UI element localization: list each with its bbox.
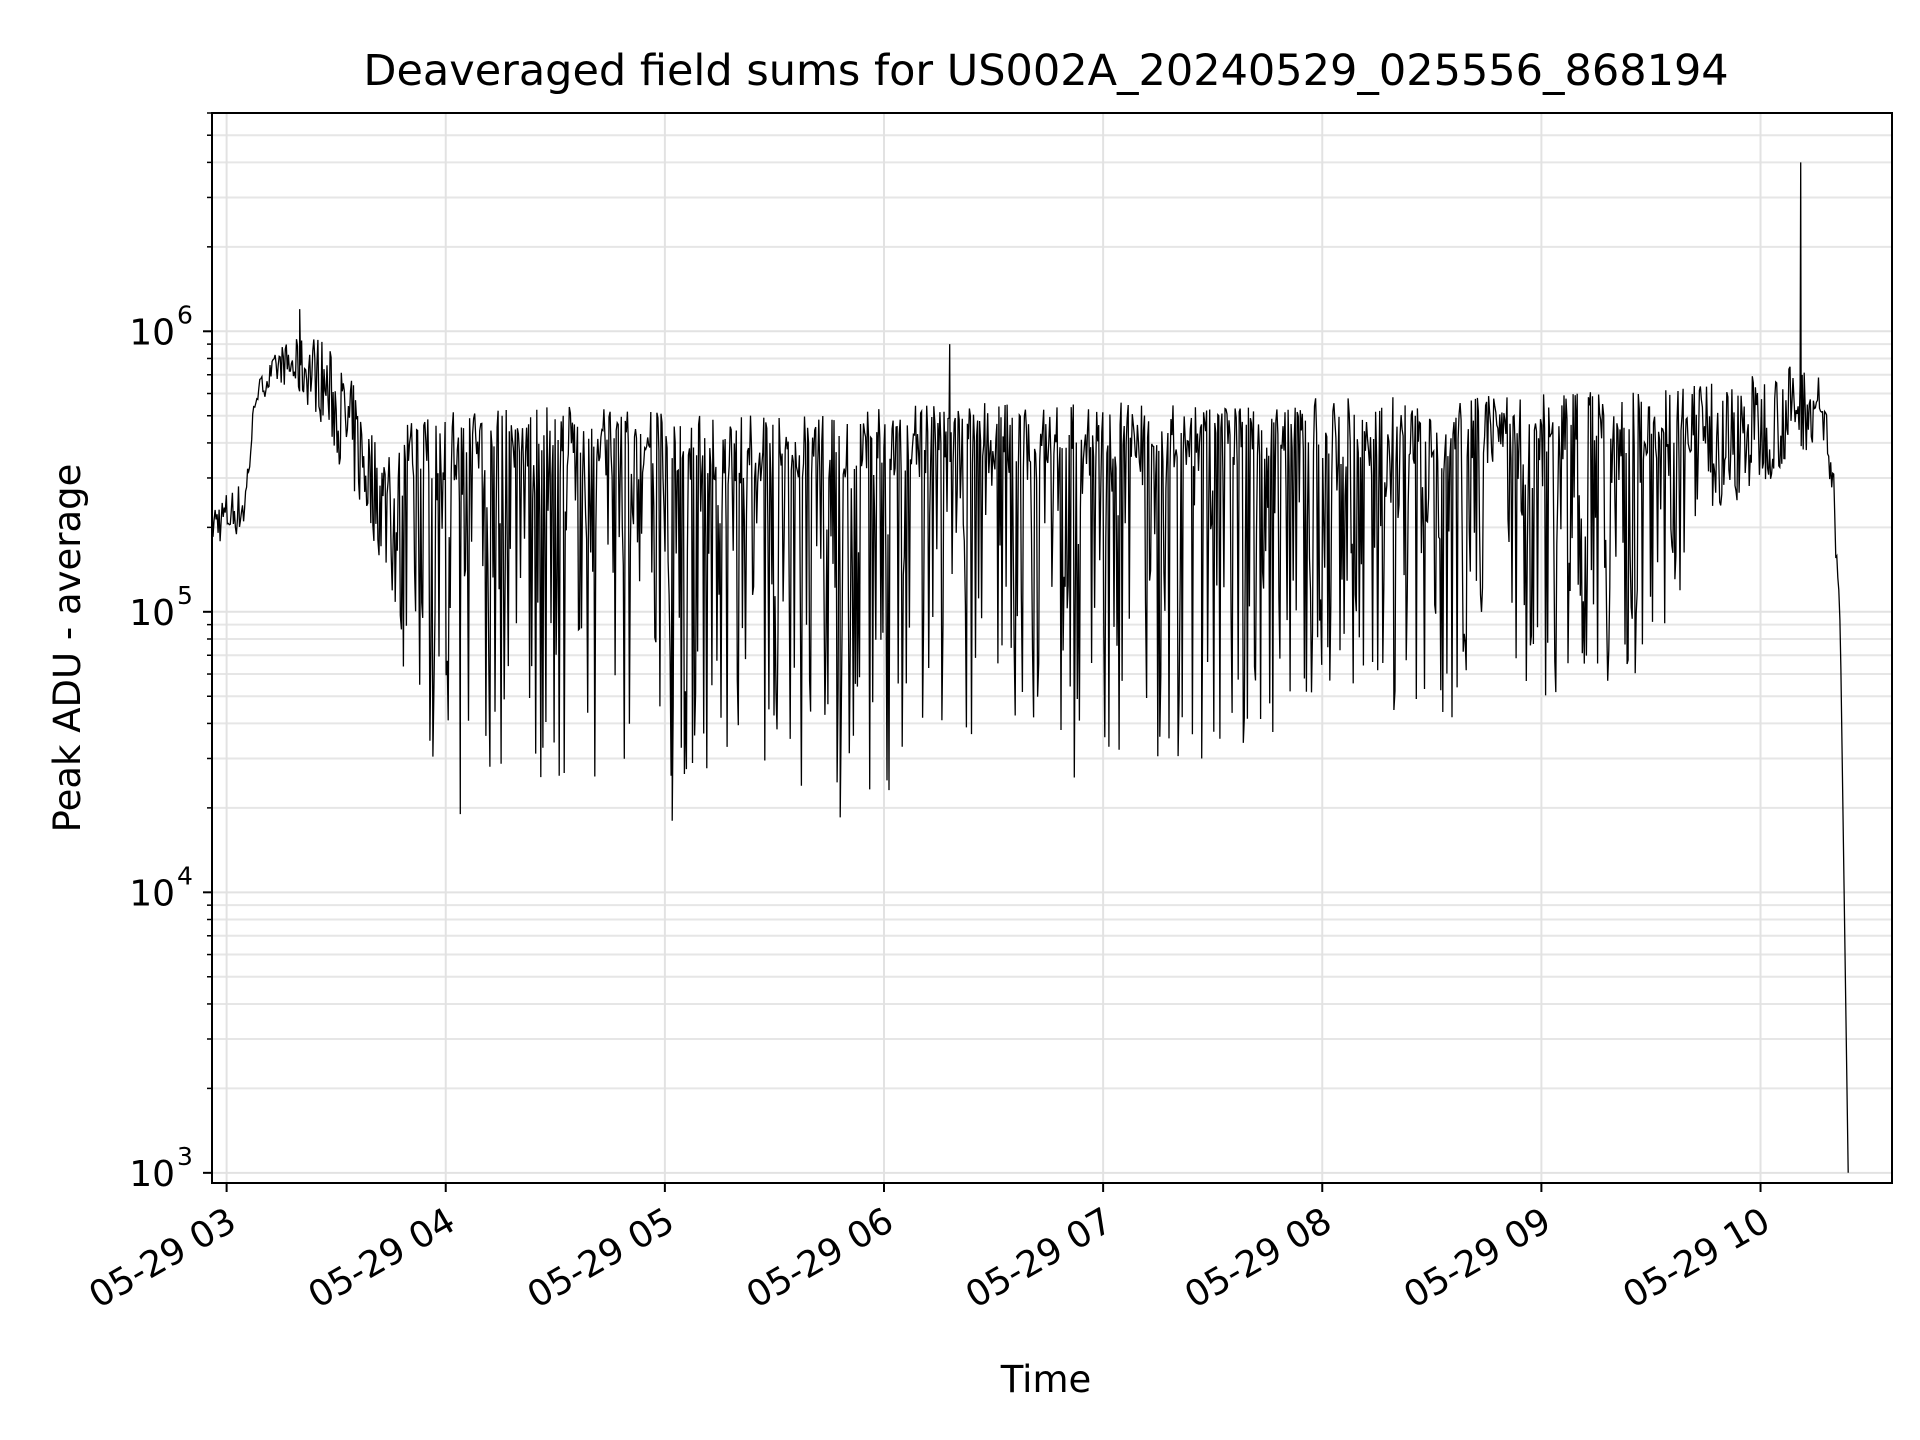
x-axis-label: Time <box>1000 1358 1092 1401</box>
grid <box>207 112 1892 1183</box>
chart-title: Deaveraged field sums for US002A_2024052… <box>363 46 1728 96</box>
y-tick-label: 10 <box>129 873 175 914</box>
y-tick-label: 10 <box>129 593 175 634</box>
y-tick-label: 10 <box>129 312 175 353</box>
y-axis-label: Peak ADU - average <box>46 464 89 833</box>
y-tick-exponent: 6 <box>177 300 193 329</box>
plot-frame <box>211 112 1893 1184</box>
series-line <box>211 162 1849 1173</box>
y-tick-exponent: 5 <box>177 581 193 610</box>
y-tick-label: 10 <box>129 1154 175 1195</box>
y-tick-exponent: 4 <box>177 861 193 890</box>
series-layer <box>211 162 1849 1173</box>
y-tick-exponent: 3 <box>177 1142 193 1171</box>
